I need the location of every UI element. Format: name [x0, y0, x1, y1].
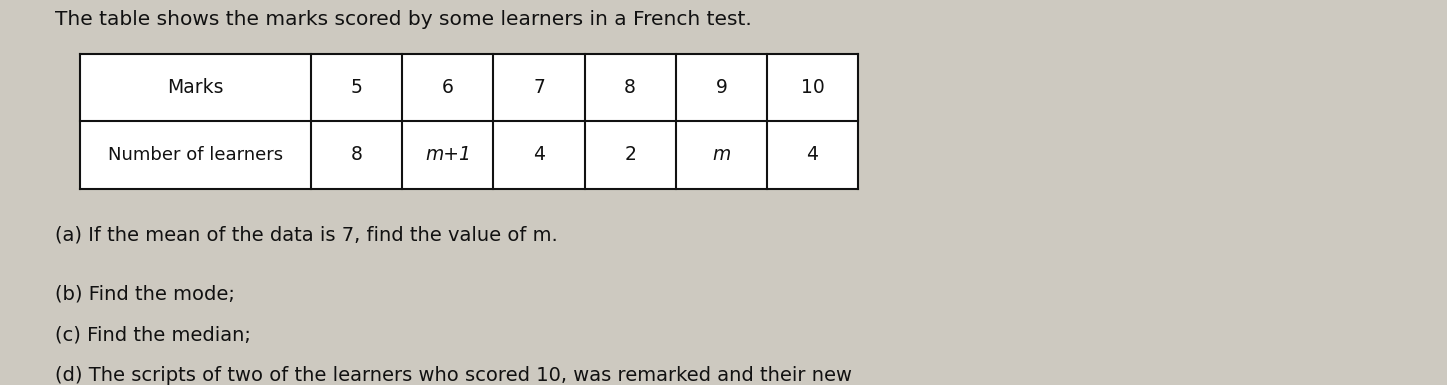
Text: (d) The scripts of two of the learners who scored 10, was remarked and their new: (d) The scripts of two of the learners w… [55, 366, 852, 385]
Text: 4: 4 [806, 146, 819, 164]
Text: The table shows the marks scored by some learners in a French test.: The table shows the marks scored by some… [55, 10, 752, 28]
Text: 5: 5 [350, 78, 363, 97]
Bar [80, 54, 858, 189]
Text: 7: 7 [532, 78, 546, 97]
Text: m+1: m+1 [425, 146, 470, 164]
Text: Number of learners: Number of learners [107, 146, 284, 164]
Text: 8: 8 [350, 146, 363, 164]
Text: (c) Find the median;: (c) Find the median; [55, 325, 250, 344]
Text: 2: 2 [624, 146, 637, 164]
Text: 4: 4 [532, 146, 546, 164]
Text: 6: 6 [441, 78, 454, 97]
Text: 10: 10 [800, 78, 825, 97]
Text: (b) Find the mode;: (b) Find the mode; [55, 285, 234, 304]
Text: (a) If the mean of the data is 7, find the value of m.: (a) If the mean of the data is 7, find t… [55, 225, 557, 244]
Text: Marks: Marks [166, 78, 224, 97]
Text: 9: 9 [715, 78, 728, 97]
Text: 8: 8 [624, 78, 637, 97]
Text: m: m [712, 146, 731, 164]
